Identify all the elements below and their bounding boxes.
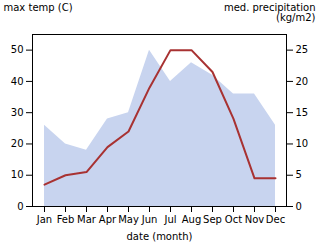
svg-text:Apr: Apr <box>99 214 117 225</box>
svg-text:med. precipitation(kg/m2): med. precipitation(kg/m2) <box>224 2 316 23</box>
svg-text:30: 30 <box>11 107 24 118</box>
svg-text:Feb: Feb <box>57 214 75 225</box>
svg-text:40: 40 <box>11 76 24 87</box>
svg-text:50: 50 <box>11 44 24 55</box>
svg-text:Jun: Jun <box>141 214 158 225</box>
svg-text:Dec: Dec <box>266 214 285 225</box>
svg-text:Nov: Nov <box>245 214 265 225</box>
svg-text:20: 20 <box>11 138 24 149</box>
svg-text:May: May <box>118 214 139 225</box>
svg-text:Jul: Jul <box>163 214 176 225</box>
svg-text:10: 10 <box>11 169 24 180</box>
svg-text:10: 10 <box>296 138 309 149</box>
svg-text:Mar: Mar <box>77 214 97 225</box>
svg-text:Aug: Aug <box>182 214 202 225</box>
svg-text:Jan: Jan <box>36 214 52 225</box>
svg-text:Oct: Oct <box>225 214 242 225</box>
svg-text:5: 5 <box>296 169 302 180</box>
svg-text:20: 20 <box>296 76 309 87</box>
svg-text:0: 0 <box>296 201 302 212</box>
svg-text:25: 25 <box>296 44 309 55</box>
svg-text:max temp (C): max temp (C) <box>4 2 73 13</box>
svg-text:15: 15 <box>296 107 309 118</box>
svg-text:0: 0 <box>17 201 23 212</box>
svg-text:Sep: Sep <box>203 214 222 225</box>
svg-text:date (month): date (month) <box>127 231 193 242</box>
